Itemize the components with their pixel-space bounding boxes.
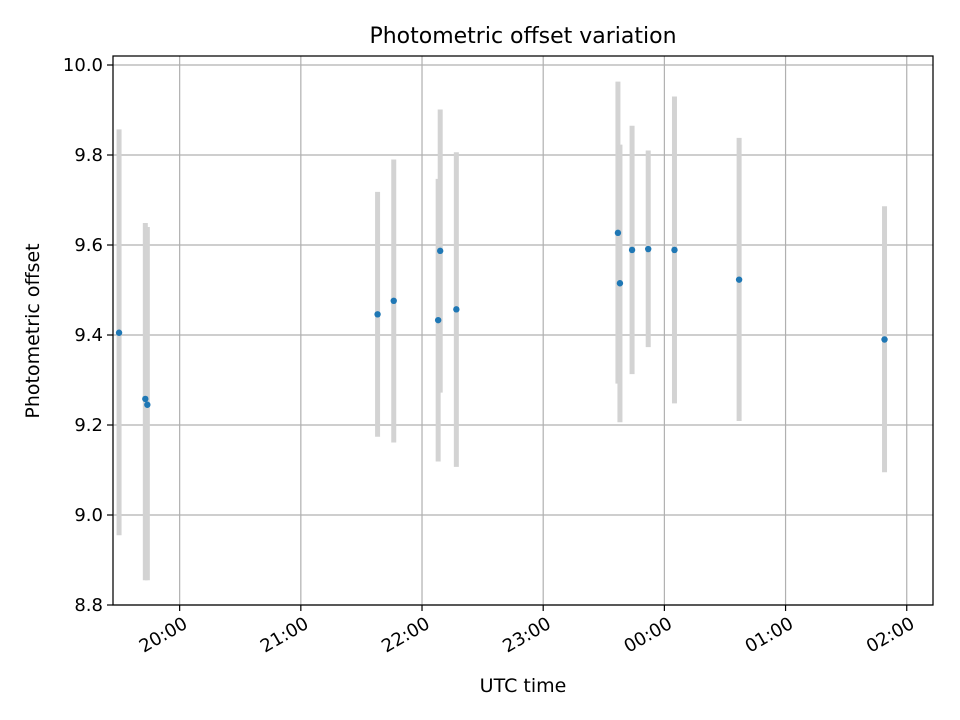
data-point — [374, 311, 381, 318]
data-point — [735, 276, 743, 283]
data-point — [616, 280, 624, 287]
y-tick-label: 9.0 — [74, 505, 103, 526]
data-point — [434, 316, 442, 324]
data-point — [390, 297, 397, 304]
data-point — [144, 401, 151, 408]
y-tick-label: 9.8 — [74, 145, 103, 166]
data-point — [115, 329, 123, 336]
y-tick-label: 9.6 — [74, 235, 103, 256]
y-axis-label: Photometric offset — [22, 243, 44, 418]
y-tick-label: 9.4 — [74, 325, 103, 346]
data-point — [436, 247, 444, 255]
data-point — [671, 246, 678, 254]
data-point — [614, 229, 622, 237]
plot-area-frame — [112, 55, 934, 606]
x-axis-label: UTC time — [480, 675, 567, 697]
data-points — [115, 229, 888, 408]
y-tick-label: 10.0 — [63, 55, 103, 76]
data-point — [881, 336, 888, 343]
chart-title: Photometric offset variation — [369, 24, 676, 49]
y-axis-ticks: 8.8 9.0 9.2 9.4 9.6 9.8 10.0 — [63, 55, 113, 616]
data-point — [453, 306, 460, 313]
data-point — [628, 246, 636, 254]
data-point — [142, 395, 149, 403]
y-tick-label: 9.2 — [74, 415, 103, 436]
y-tick-label: 8.8 — [74, 595, 103, 616]
data-point — [645, 245, 652, 253]
